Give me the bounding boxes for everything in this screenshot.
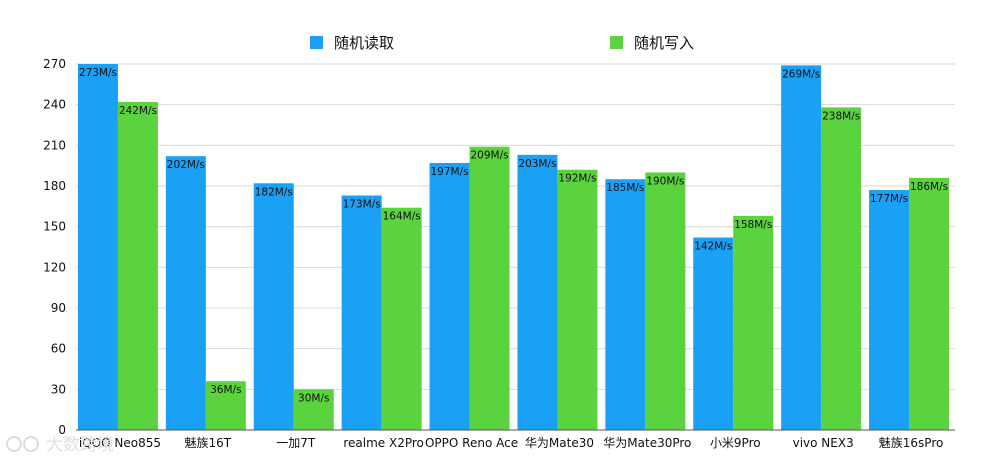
y-tick-label: 0 (58, 423, 66, 437)
bar-read (77, 64, 118, 430)
watermark: 大数跨境 (6, 435, 114, 455)
data-label: 158M/s (734, 219, 772, 231)
data-label: 269M/s (782, 68, 820, 80)
bar-write (381, 207, 422, 430)
bar-read (605, 179, 646, 430)
y-tick-label: 150 (43, 220, 66, 234)
y-tick-label: 270 (43, 57, 66, 71)
bar-read (253, 183, 294, 430)
category-label: iQOO Neo855 (79, 436, 161, 450)
data-label: 192M/s (558, 173, 596, 185)
legend: 随机读取 随机写入 (310, 34, 694, 52)
category-label: 一加7T (276, 436, 316, 450)
bar-write (557, 169, 598, 430)
data-label: 197M/s (430, 166, 468, 178)
data-label: 164M/s (383, 211, 421, 223)
legend-swatch (610, 36, 623, 49)
data-label: 173M/s (343, 198, 381, 210)
grid-lines (76, 63, 955, 390)
data-label: 273M/s (79, 67, 117, 79)
y-tick-label: 60 (51, 342, 66, 356)
bar-read (869, 190, 910, 430)
data-label: 182M/s (255, 186, 293, 198)
bars (77, 64, 950, 431)
y-axis-ticks: 0 30 60 90 120 150 180 210 240 270 (43, 57, 66, 437)
y-tick-label: 120 (43, 260, 66, 274)
category-label: 华为Mate30Pro (603, 436, 691, 450)
bar-write (821, 107, 862, 430)
legend-label: 随机写入 (634, 34, 694, 52)
bar-write (645, 172, 686, 430)
category-labels: iQOO Neo855 魅族16T 一加7T realme X2Pro OPPO Ren… (79, 435, 943, 450)
data-label: 202M/s (167, 159, 205, 171)
data-label: 177M/s (870, 193, 908, 205)
data-label: 142M/s (694, 241, 732, 253)
bar-read (165, 156, 206, 430)
category-label: 华为Mate30 (525, 436, 594, 450)
bar-write (117, 101, 158, 430)
category-label: 小米9Pro (710, 436, 761, 450)
data-label: 203M/s (518, 158, 556, 170)
watermark-logo-icon (6, 436, 22, 452)
bar-write (733, 215, 774, 430)
bar-read (341, 195, 382, 430)
bar-write (293, 389, 334, 430)
legend-swatch (310, 36, 323, 49)
data-label: 242M/s (119, 105, 157, 117)
category-label: OPPO Reno Ace (425, 436, 518, 450)
watermark-logo-icon-2 (23, 436, 39, 452)
data-labels: 273M/s 242M/s 202M/s 36M/s 182M/s 30M/s 173M/s… (79, 67, 948, 404)
bar-read (429, 162, 470, 430)
category-label: vivo NEX3 (793, 436, 854, 450)
data-label: 186M/s (910, 181, 948, 193)
data-label: 209M/s (470, 150, 508, 162)
data-label: 185M/s (606, 182, 644, 194)
legend-label: 随机读取 (334, 34, 394, 52)
bar-read (517, 154, 558, 431)
y-tick-label: 90 (51, 301, 66, 315)
bar-read (781, 65, 822, 430)
y-tick-label: 30 (51, 382, 66, 396)
data-label: 30M/s (298, 392, 329, 404)
y-tick-label: 180 (43, 179, 66, 193)
data-label: 190M/s (646, 175, 684, 187)
y-tick-label: 210 (43, 138, 66, 152)
legend-item: 随机写入 (610, 34, 694, 52)
legend-item: 随机读取 (310, 34, 394, 52)
y-tick-label: 240 (43, 98, 66, 112)
category-label: realme X2Pro (343, 436, 424, 450)
data-label: 36M/s (210, 384, 241, 396)
category-label: 魅族16sPro (879, 435, 944, 450)
bar-write (909, 177, 950, 430)
watermark-text: 大数跨境 (46, 435, 114, 455)
bar-write (469, 146, 510, 430)
bar-write (205, 381, 246, 430)
bar-read (693, 237, 734, 430)
category-label: 魅族16T (185, 435, 232, 450)
data-label: 238M/s (822, 110, 860, 122)
